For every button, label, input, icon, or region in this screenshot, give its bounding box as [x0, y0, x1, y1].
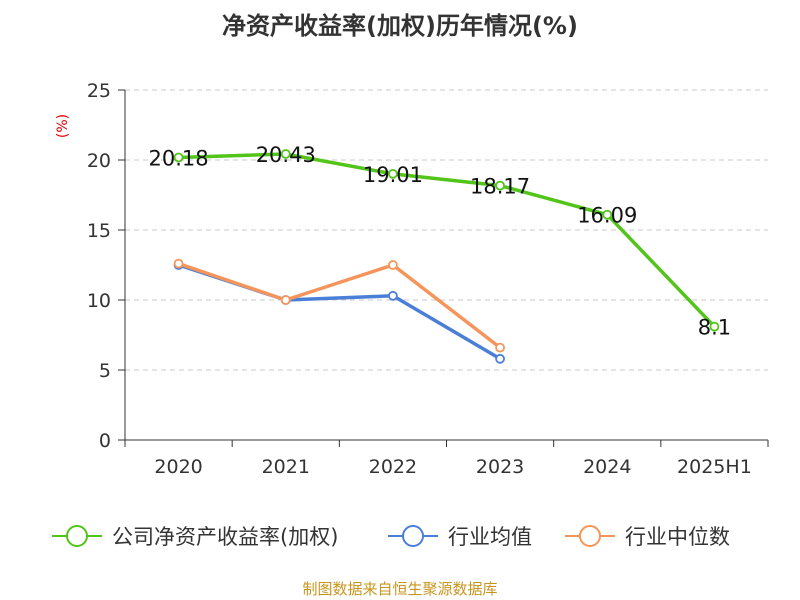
data-point	[495, 342, 505, 353]
data-point	[280, 295, 291, 305]
data-point	[495, 353, 505, 364]
data-point	[388, 260, 398, 270]
data-point	[495, 180, 505, 191]
data-labels: 20.18 20.43 19.01 18.17 16.09 8.1	[149, 143, 732, 340]
legend-marker	[66, 525, 88, 547]
x-tick-label: 2021	[262, 456, 310, 478]
source-note: 制图数据来自恒生聚源数据库	[302, 580, 497, 598]
data-point	[173, 152, 184, 163]
legend-marker	[402, 525, 424, 547]
x-tick-label: 2022	[369, 456, 417, 478]
series-line	[178, 152, 716, 328]
legend-marker	[579, 525, 601, 547]
data-point	[709, 321, 720, 332]
legend-label: 公司净资产收益率(加权)	[112, 525, 338, 549]
legend-label: 行业中位数	[625, 525, 730, 549]
y-tick-label: 0	[99, 430, 111, 452]
series-line	[178, 261, 502, 349]
x-tick-label: 2020	[154, 456, 202, 478]
legend-label: 行业均值	[448, 525, 532, 549]
axes: 0 5 10 15 20 25 2020 2021 2022 2023 2024 2025H1	[87, 80, 769, 478]
series-lines	[173, 149, 720, 364]
data-point	[388, 168, 398, 179]
data-label: 18.17	[470, 175, 530, 199]
y-tick-label: 25	[87, 80, 111, 102]
chart-title: 净资产收益率(加权)历年情况(%)	[222, 12, 578, 40]
data-label: 16.09	[577, 204, 637, 228]
y-tick-label: 10	[87, 290, 111, 312]
data-point	[388, 290, 398, 301]
legend: 公司净资产收益率(加权) 行业均值 行业中位数	[52, 525, 730, 549]
data-label: 19.01	[363, 163, 423, 187]
data-point	[280, 149, 291, 159]
y-tick-label: 15	[87, 220, 111, 242]
data-label: 20.43	[256, 143, 316, 167]
x-tick-label: 2025H1	[677, 456, 752, 478]
legend-item: 公司净资产收益率(加权)	[52, 525, 338, 549]
y-tick-label: 20	[87, 150, 111, 172]
legend-item: 行业均值	[388, 525, 532, 549]
y-tick-label: 5	[99, 360, 111, 382]
legend-item: 行业中位数	[565, 525, 730, 549]
data-label: 8.1	[698, 316, 731, 340]
gridlines	[125, 89, 768, 371]
x-tick-label: 2023	[476, 456, 524, 478]
data-label: 20.18	[149, 146, 209, 170]
data-point	[602, 209, 613, 220]
y-axis-unit: (%)	[55, 114, 71, 138]
data-point	[173, 258, 184, 269]
x-tick-label: 2024	[583, 456, 631, 478]
